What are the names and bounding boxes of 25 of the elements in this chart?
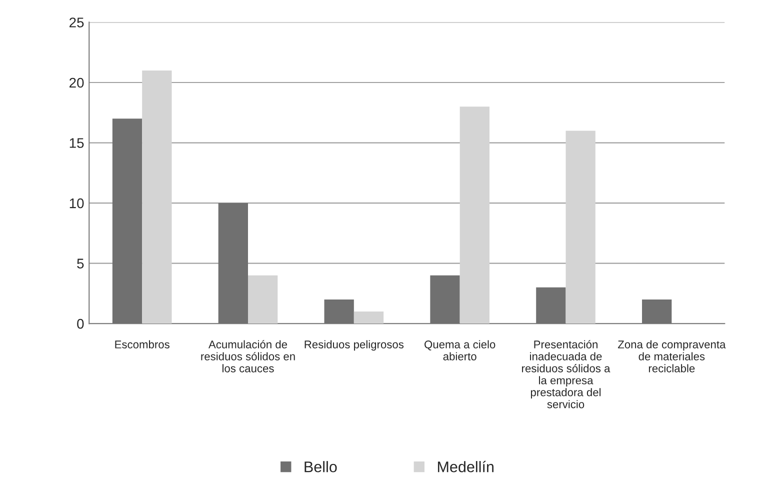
bar	[324, 299, 354, 324]
legend-label: Medellín	[438, 460, 494, 472]
bar	[566, 130, 596, 324]
bar	[354, 312, 384, 324]
y-tick-label: 15	[70, 138, 84, 148]
x-tick-label: Acumulación de residuos sólidos en los cauces	[201, 340, 295, 372]
y-tick-label: 10	[70, 198, 84, 208]
bar	[142, 70, 172, 324]
bar	[642, 299, 672, 324]
x-tick-label: Zona de compraventa de materiales reciclable	[618, 340, 726, 372]
bar	[218, 203, 248, 324]
y-tick-label: 5	[77, 258, 84, 268]
y-tick-label: 25	[70, 18, 84, 28]
y-tick-label: 0	[77, 318, 84, 329]
legend-label: Bello	[304, 461, 337, 472]
bar	[112, 118, 142, 324]
y-tick-label: 20	[70, 78, 84, 88]
bar	[430, 275, 460, 324]
x-tick-label: Residuos peligrosos	[304, 340, 404, 351]
bar	[460, 106, 490, 324]
bar	[536, 287, 566, 324]
x-tick-label: Quema a cielo abierto	[424, 340, 496, 360]
x-tick-label: Presentación inadecuada de residuos sólidos a la empresa prestadora del servicio	[522, 340, 610, 408]
x-tick-label: Escombros	[115, 340, 170, 348]
bar	[248, 275, 278, 324]
